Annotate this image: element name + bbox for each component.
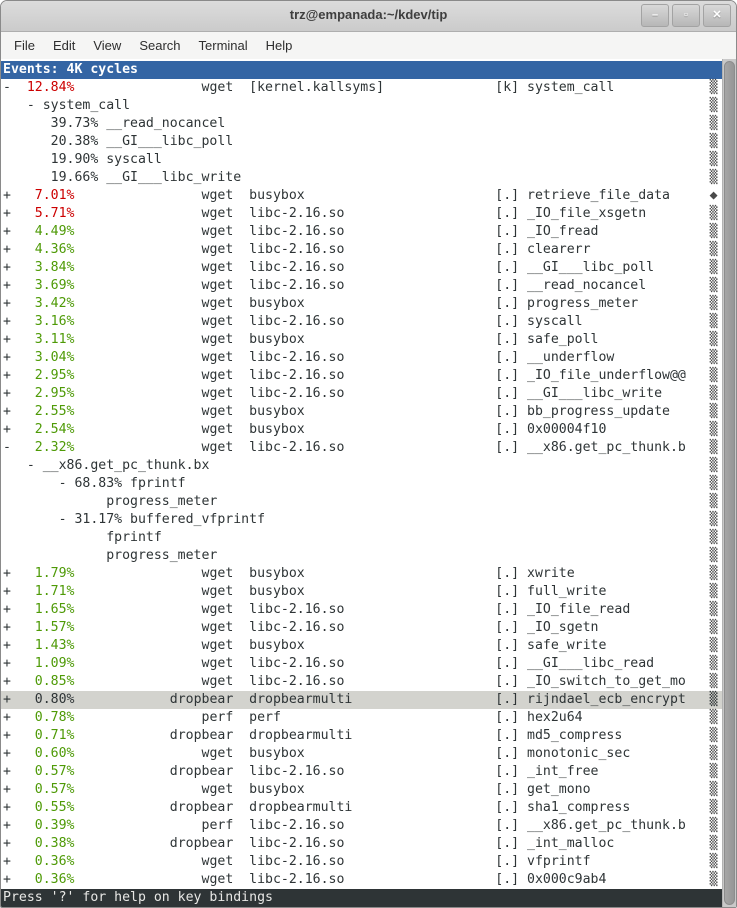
profile-row[interactable]: + 5.71% wget libc-2.16.so [.] _IO_file_x…	[3, 206, 718, 221]
menu-item-file[interactable]: File	[14, 38, 35, 53]
scrollbar[interactable]	[722, 59, 736, 907]
profile-row[interactable]: + 0.80% dropbear dropbearmulti [.] rijnd…	[1, 691, 722, 709]
menu-bar: File Edit View Search Terminal Help	[1, 32, 736, 59]
close-button[interactable]: ✕	[703, 4, 731, 27]
maximize-button[interactable]: ▫	[672, 4, 700, 27]
profile-row[interactable]: + 0.71% dropbear dropbearmulti [.] md5_c…	[3, 728, 718, 743]
callchain-row[interactable]: - __x86.get_pc_thunk.bx ▒	[3, 458, 718, 473]
profile-row[interactable]: + 1.43% wget busybox [.] safe_write ▒	[3, 638, 718, 653]
callchain-row[interactable]: progress_meter ▒	[3, 548, 718, 563]
menu-item-search[interactable]: Search	[139, 38, 181, 53]
callchain-row[interactable]: 20.38% __GI___libc_poll ▒	[3, 134, 718, 149]
profile-row[interactable]: + 3.16% wget libc-2.16.so [.] syscall ▒	[3, 314, 718, 329]
profile-row[interactable]: + 3.04% wget libc-2.16.so [.] __underflo…	[3, 350, 718, 365]
perf-tui: Events: 4K cycles - 12.84% wget [kernel.…	[1, 59, 722, 907]
callchain-row[interactable]: - 31.17% buffered_vfprintf ▒	[3, 512, 718, 527]
profile-row[interactable]: + 1.79% wget busybox [.] xwrite ▒	[3, 566, 718, 581]
profile-row[interactable]: + 3.84% wget libc-2.16.so [.] __GI___lib…	[3, 260, 718, 275]
callchain-row[interactable]: 39.73% __read_nocancel ▒	[3, 116, 718, 131]
menu-item-view[interactable]: View	[93, 38, 122, 53]
status-bar: Press '?' for help on key bindings	[1, 889, 722, 907]
profile-row[interactable]: - 12.84% wget [kernel.kallsyms] [k] syst…	[3, 80, 718, 95]
profile-row[interactable]: + 1.09% wget libc-2.16.so [.] __GI___lib…	[3, 656, 718, 671]
window-controls: – ▫ ✕	[641, 4, 731, 27]
profile-row[interactable]: + 0.39% perf libc-2.16.so [.] __x86.get_…	[3, 818, 718, 833]
events-header: Events: 4K cycles	[1, 61, 722, 79]
profile-row[interactable]: + 2.55% wget busybox [.] bb_progress_upd…	[3, 404, 718, 419]
menu-item-help[interactable]: Help	[265, 38, 293, 53]
profile-row[interactable]: + 0.85% wget libc-2.16.so [.] _IO_switch…	[3, 674, 718, 689]
profile-row[interactable]: + 0.36% wget libc-2.16.so [.] 0x000c9ab4…	[3, 872, 718, 887]
terminal-pane: Events: 4K cycles - 12.84% wget [kernel.…	[1, 59, 736, 907]
profile-row[interactable]: + 1.65% wget libc-2.16.so [.] _IO_file_r…	[3, 602, 718, 617]
profile-row[interactable]: + 2.95% wget libc-2.16.so [.] __GI___lib…	[3, 386, 718, 401]
callchain-row[interactable]: - 68.83% fprintf ▒	[3, 476, 718, 491]
menu-item-terminal[interactable]: Terminal	[198, 38, 248, 53]
scrollbar-thumb[interactable]	[724, 61, 735, 905]
profile-row[interactable]: + 4.36% wget libc-2.16.so [.] clearerr ▒	[3, 242, 718, 257]
profile-row[interactable]: + 0.78% perf perf [.] hex2u64 ▒	[3, 710, 718, 725]
profile-row[interactable]: + 4.49% wget libc-2.16.so [.] _IO_fread …	[3, 224, 718, 239]
callchain-row[interactable]: - system_call ▒	[3, 98, 718, 113]
profile-row[interactable]: + 3.69% wget libc-2.16.so [.] __read_noc…	[3, 278, 718, 293]
profile-row[interactable]: + 0.55% dropbear dropbearmulti [.] sha1_…	[3, 800, 718, 815]
callchain-row[interactable]: 19.66% __GI___libc_write ▒	[3, 170, 718, 185]
titlebar[interactable]: trz@empanada:~/kdev/tip – ▫ ✕	[1, 1, 736, 32]
profile-row[interactable]: + 0.38% dropbear libc-2.16.so [.] _int_m…	[3, 836, 718, 851]
profile-row[interactable]: + 0.57% wget busybox [.] get_mono ▒	[3, 782, 718, 797]
profile-row[interactable]: + 2.54% wget busybox [.] 0x00004f10 ▒	[3, 422, 718, 437]
window-title: trz@empanada:~/kdev/tip	[289, 7, 448, 22]
profile-row[interactable]: + 1.71% wget busybox [.] full_write ▒	[3, 584, 718, 599]
profile-row[interactable]: + 2.95% wget libc-2.16.so [.] _IO_file_u…	[3, 368, 718, 383]
profile-row[interactable]: + 0.57% dropbear libc-2.16.so [.] _int_f…	[3, 764, 718, 779]
menu-item-edit[interactable]: Edit	[52, 38, 76, 53]
profile-row[interactable]: + 0.60% wget busybox [.] monotonic_sec ▒	[3, 746, 718, 761]
profile-row[interactable]: + 7.01% wget busybox [.] retrieve_file_d…	[3, 188, 718, 203]
profile-row[interactable]: + 3.11% wget busybox [.] safe_poll ▒	[3, 332, 718, 347]
profile-row[interactable]: - 2.32% wget libc-2.16.so [.] __x86.get_…	[3, 440, 718, 455]
minimize-button[interactable]: –	[641, 4, 669, 27]
profile-row[interactable]: + 3.42% wget busybox [.] progress_meter …	[3, 296, 718, 311]
callchain-row[interactable]: progress_meter ▒	[3, 494, 718, 509]
callchain-row[interactable]: 19.90% syscall ▒	[3, 152, 718, 167]
callchain-row[interactable]: fprintf ▒	[3, 530, 718, 545]
profile-row[interactable]: + 1.57% wget libc-2.16.so [.] _IO_sgetn …	[3, 620, 718, 635]
profile-row[interactable]: + 0.36% wget libc-2.16.so [.] vfprintf ▒	[3, 854, 718, 869]
